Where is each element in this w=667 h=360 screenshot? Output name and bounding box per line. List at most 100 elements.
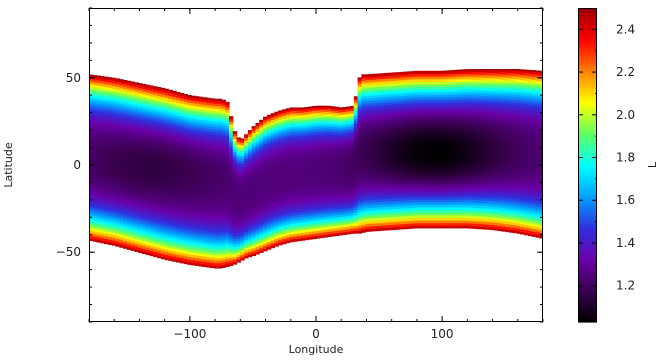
heatmap-cell	[259, 226, 264, 230]
heatmap-cell	[134, 82, 139, 85]
heatmap-cell	[316, 125, 321, 129]
heatmap-cell	[395, 182, 400, 186]
heatmap-cell	[104, 225, 109, 229]
heatmap-cell	[406, 202, 412, 206]
heatmap-cell	[107, 131, 113, 136]
heatmap-cell	[164, 175, 170, 180]
heatmap-cell	[111, 213, 117, 217]
heatmap-cell	[213, 126, 219, 130]
heatmap-cell	[164, 217, 170, 221]
heatmap-cell	[202, 167, 207, 171]
heatmap-cell	[263, 227, 268, 231]
heatmap-cell	[297, 217, 302, 221]
heatmap-cell	[168, 153, 173, 157]
heatmap-cell	[225, 232, 230, 236]
heatmap-cell	[338, 227, 344, 231]
heatmap-cell	[115, 180, 120, 184]
heatmap-cell	[308, 231, 313, 235]
heatmap-cell	[399, 87, 404, 91]
heatmap-cell	[399, 197, 404, 201]
heatmap-cell	[191, 115, 196, 119]
heatmap-cell	[141, 206, 147, 210]
heatmap-cell	[221, 188, 226, 193]
heatmap-cell	[391, 192, 397, 196]
heatmap-cell	[236, 259, 241, 263]
heatmap-cell	[376, 83, 381, 88]
heatmap-cell	[281, 209, 287, 213]
heatmap-cell	[357, 222, 362, 226]
heatmap-cell	[183, 234, 188, 238]
heatmap-cell	[191, 110, 196, 114]
heatmap-cell	[263, 161, 268, 165]
heatmap-cell	[179, 202, 185, 206]
heatmap-cell	[380, 117, 385, 121]
heatmap-cell	[104, 144, 109, 148]
heatmap-cell	[126, 107, 132, 112]
heatmap-cell	[259, 168, 264, 172]
heatmap-cell	[395, 80, 400, 84]
heatmap-cell	[206, 232, 211, 237]
heatmap-cell	[202, 237, 207, 241]
heatmap-cell	[236, 149, 241, 153]
heatmap-cell	[361, 90, 366, 95]
heatmap-cell	[217, 150, 223, 154]
heatmap-cell	[232, 251, 238, 255]
heatmap-cell	[331, 214, 336, 219]
heatmap-cell	[323, 182, 328, 186]
heatmap-cell	[164, 215, 170, 219]
heatmap-cell	[134, 94, 139, 98]
heatmap-cell	[350, 110, 355, 114]
heatmap-cell	[153, 233, 158, 237]
heatmap-cell	[244, 200, 249, 204]
heatmap-cell	[357, 89, 362, 93]
heatmap-cell	[179, 192, 185, 196]
heatmap-cell	[141, 122, 147, 126]
heatmap-cell	[251, 182, 257, 186]
heatmap-cell	[119, 92, 124, 96]
heatmap-cell	[342, 113, 347, 118]
heatmap-cell	[213, 241, 219, 245]
heatmap-cell	[331, 196, 336, 200]
heatmap-cell	[213, 103, 219, 107]
heatmap-cell	[357, 170, 362, 174]
heatmap-cell	[236, 222, 241, 226]
heatmap-cell	[384, 117, 389, 121]
heatmap-cell	[334, 130, 340, 134]
heatmap-cell	[168, 255, 173, 259]
heatmap-cell	[399, 103, 404, 107]
heatmap-cell	[191, 141, 196, 146]
heatmap-cell	[157, 207, 162, 212]
heatmap-cell	[263, 198, 268, 202]
heatmap-cell	[399, 100, 404, 104]
heatmap-cell	[217, 126, 223, 130]
heatmap-cell	[289, 233, 294, 238]
heatmap-cell	[406, 189, 412, 193]
heatmap-cell	[274, 128, 279, 132]
heatmap-cell	[160, 235, 166, 239]
heatmap-cell	[138, 241, 143, 246]
heatmap-cell	[403, 226, 408, 230]
heatmap-cell	[123, 169, 128, 173]
heatmap-cell	[357, 151, 362, 156]
heatmap-cell	[240, 138, 245, 141]
heatmap-cell	[187, 248, 192, 252]
heatmap-cell	[179, 197, 185, 201]
heatmap-cell	[225, 153, 230, 158]
heatmap-cell	[187, 99, 192, 103]
heatmap-cell	[380, 136, 385, 140]
heatmap-cell	[217, 103, 223, 107]
heatmap-cell	[123, 80, 128, 84]
heatmap-cell	[350, 230, 355, 234]
heatmap-cell	[198, 142, 204, 147]
heatmap-cell	[89, 117, 94, 121]
heatmap-cell	[316, 185, 321, 189]
heatmap-cell	[316, 214, 321, 218]
heatmap-cell	[376, 214, 381, 218]
heatmap-cell	[138, 163, 143, 167]
heatmap-cell	[266, 160, 272, 164]
heatmap-cell	[365, 197, 370, 201]
heatmap-cell	[123, 195, 128, 200]
heatmap-cell	[213, 118, 219, 122]
heatmap-cell	[270, 192, 275, 196]
heatmap-cell	[334, 156, 340, 161]
